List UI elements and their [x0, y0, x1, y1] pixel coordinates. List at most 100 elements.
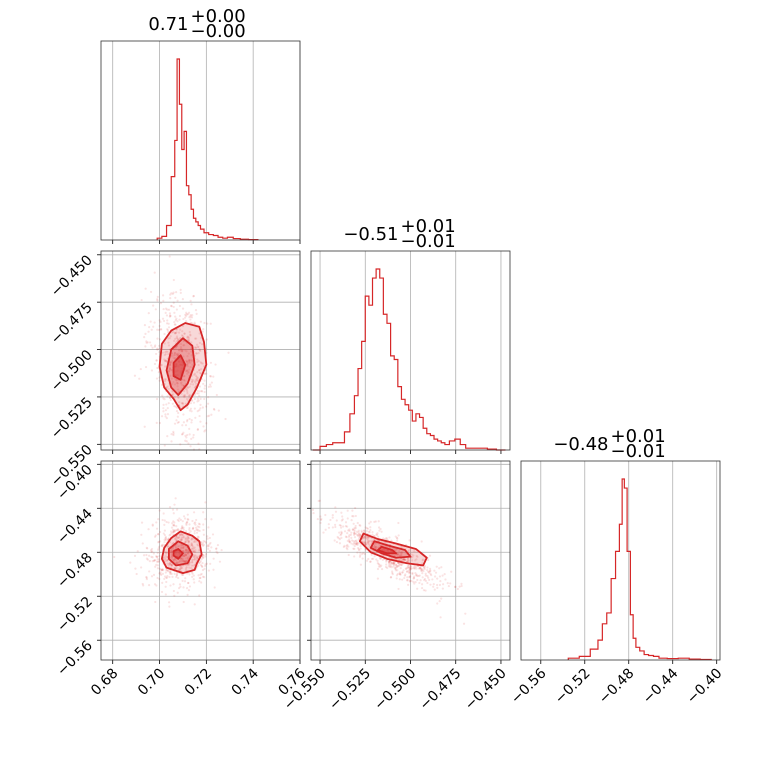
scatter-point	[185, 540, 188, 543]
scatter-point	[178, 318, 181, 321]
scatter-point	[181, 402, 184, 405]
scatter-point	[408, 575, 411, 578]
scatter-point	[191, 399, 194, 402]
scatter-point	[141, 542, 144, 545]
histogram-0	[156, 58, 259, 241]
scatter-point	[183, 375, 186, 378]
scatter-point	[147, 312, 150, 315]
scatter-point	[194, 539, 197, 542]
scatter-point	[171, 390, 174, 394]
scatter-point	[187, 338, 190, 341]
scatter-point	[207, 402, 210, 405]
scatter-point	[172, 589, 175, 593]
scatter-point	[167, 564, 170, 567]
scatter-point	[185, 320, 188, 323]
scatter-point	[154, 308, 157, 311]
scatter-point	[349, 533, 353, 536]
scatter-point	[145, 553, 148, 557]
scatter-point	[166, 328, 169, 331]
scatter-point	[196, 397, 199, 400]
scatter-point	[218, 560, 222, 563]
scatter-point	[212, 557, 215, 560]
scatter-point	[157, 371, 160, 374]
diag-title-2: −0.48	[553, 434, 608, 455]
scatter-point	[183, 332, 186, 335]
scatter-point	[187, 581, 190, 585]
scatter-point	[168, 337, 171, 340]
scatter-point	[436, 577, 439, 580]
scatter-point	[169, 293, 172, 296]
scatter-point	[357, 542, 360, 545]
scatter-point	[338, 531, 341, 534]
scatter-point	[186, 556, 189, 559]
scatter-point	[358, 533, 361, 536]
pair-panel-2-0: −0.40−0.44−0.48−0.52−0.560.68 0.70 0.72 0.7…	[54, 460, 309, 699]
scatter-point	[337, 536, 340, 540]
scatter-point	[176, 382, 179, 385]
scatter-point	[175, 546, 178, 549]
scatter-point	[165, 417, 168, 420]
scatter-point	[164, 311, 167, 314]
scatter-point	[164, 557, 167, 561]
scatter-point	[175, 528, 178, 532]
scatter-point	[364, 541, 367, 544]
scatter-point	[164, 537, 167, 540]
scatter-point	[389, 561, 392, 564]
scatter-point	[173, 354, 176, 357]
scatter-point	[192, 550, 195, 553]
scatter-point	[203, 384, 207, 387]
scatter-point	[178, 545, 181, 548]
diag-title-0: 0.71	[148, 14, 188, 35]
scatter-point	[368, 543, 371, 546]
scatter-point	[182, 550, 185, 553]
scatter-point	[195, 312, 198, 315]
scatter-point	[163, 358, 166, 361]
scatter-point	[357, 529, 360, 532]
scatter-point	[347, 553, 350, 557]
scatter-point	[151, 560, 154, 563]
scatter-point	[190, 542, 193, 545]
scatter-point	[176, 415, 179, 418]
scatter-point	[169, 549, 173, 552]
scatter-point	[185, 560, 188, 563]
scatter-point	[198, 580, 201, 583]
scatter-point	[150, 369, 154, 372]
scatter-point	[185, 587, 189, 590]
scatter-point	[152, 559, 156, 562]
scatter-point	[197, 549, 200, 552]
scatter-point	[188, 523, 191, 526]
scatter-point	[200, 572, 203, 576]
scatter-point	[186, 520, 189, 523]
scatter-point	[422, 566, 426, 569]
xticklabel: −0.52	[552, 666, 594, 708]
scatter-point	[196, 371, 199, 374]
scatter-point	[188, 539, 191, 543]
scatter-point	[196, 410, 199, 413]
scatter-point	[196, 528, 199, 531]
scatter-point	[203, 397, 206, 401]
scatter-point	[201, 406, 204, 409]
scatter-point	[424, 589, 427, 592]
scatter-point	[193, 522, 196, 525]
scatter-point	[167, 341, 170, 344]
scatter-point	[158, 324, 161, 328]
scatter-point	[195, 337, 198, 340]
scatter-point	[200, 368, 203, 371]
scatter-point	[173, 332, 176, 335]
scatter-point	[171, 402, 174, 405]
scatter-point	[198, 332, 201, 335]
scatter-point	[161, 581, 164, 584]
scatter-point	[173, 567, 176, 570]
scatter-point	[166, 308, 169, 311]
scatter-point	[398, 553, 401, 557]
scatter-point	[176, 518, 179, 522]
scatter-point	[415, 554, 418, 558]
scatter-point	[156, 347, 159, 350]
scatter-point	[406, 560, 409, 563]
scatter-point	[185, 406, 188, 410]
yticklabel: −0.48	[54, 550, 96, 592]
scatter-point	[329, 518, 332, 522]
scatter-point	[140, 521, 144, 524]
scatter-point	[460, 582, 463, 585]
scatter-point	[185, 566, 188, 569]
